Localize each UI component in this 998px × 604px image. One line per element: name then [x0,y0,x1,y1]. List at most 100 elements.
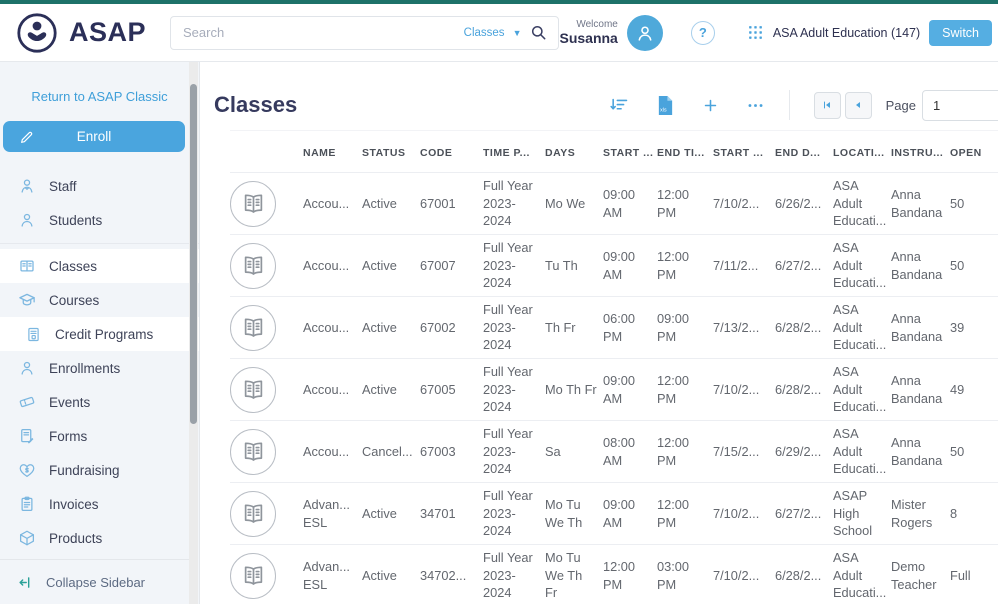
table-row[interactable]: Advan... ESL Active 34701 Full Year 2023- 2… [230,482,998,544]
open-book-icon [230,304,303,351]
cell-end_date: 6/28/2... [775,319,822,335]
sidebar-item-events[interactable]: Events [0,385,199,419]
cell-time_period: Full Year 2023- 2024 [483,549,533,601]
more-icon[interactable] [746,96,765,115]
collapse-sidebar-button[interactable]: Collapse Sidebar [0,559,189,604]
open-book-icon [230,180,303,227]
sidebar-item-staff[interactable]: Staff [0,169,199,203]
table-row[interactable]: Accou... Active 67002 Full Year 2023- 2024 T… [230,296,998,358]
cell-open: 50 [950,195,965,211]
open-book-icon [230,366,303,413]
sidebar-item-enrollments[interactable]: Enrollments [0,351,199,385]
events-icon [19,396,35,408]
sidebar-item-classes[interactable]: Classes [0,249,199,283]
switch-org-button[interactable]: Switch [929,19,992,46]
column-header-start_date[interactable]: START ... [713,147,764,159]
sidebar-item-label: Staff [49,178,77,194]
table-header-row: NAME STATUS CODE TIME P... DAYS START ... END … [230,131,998,172]
prev-page-button[interactable] [844,91,872,119]
filter-icon[interactable] [609,95,629,115]
cell-open: 39 [950,319,965,335]
help-icon[interactable]: ? [690,20,715,45]
sidebar-item-fundraising[interactable]: Fundraising [0,453,199,487]
cell-location: ASA Adult Educati... [833,549,887,601]
sidebar-item-products[interactable]: Products [0,521,199,555]
cell-start_date: 7/15/2... [713,443,760,459]
cell-instructor: Demo Teacher [891,558,937,592]
sidebar-item-label: Products [49,530,103,546]
classes-table: NAME STATUS CODE TIME P... DAYS START ... END … [230,130,998,604]
cell-start_time: 12:00 PM [603,558,636,592]
column-header-open[interactable]: OPEN [950,147,982,159]
pagination: Page [813,89,998,121]
cell-location: ASAP High School [833,487,873,539]
first-page-button[interactable] [813,91,841,119]
cell-instructor: Anna Bandana [891,186,943,220]
cell-open: 8 [950,505,958,521]
search-icon[interactable] [529,23,548,42]
cell-code: 34701 [420,505,456,521]
export-xlsx-icon[interactable]: xls [656,95,675,116]
global-search[interactable]: Classes ▼ [170,15,560,50]
sidebar-item-courses[interactable]: Courses [0,283,199,317]
sidebar-scrollbar-thumb[interactable] [190,84,197,424]
page-number-input[interactable] [922,89,998,121]
chevron-down-icon[interactable]: ▼ [512,27,522,38]
column-header-instructor[interactable]: INSTRU... [891,147,944,159]
cell-code: 67005 [420,381,456,397]
avatar[interactable] [626,14,663,51]
sidebar-item-label: Students [49,212,103,228]
column-header-name[interactable]: NAME [303,147,336,159]
cell-time_period: Full Year 2023- 2024 [483,487,533,539]
cell-time_period: Full Year 2023- 2024 [483,301,533,353]
column-header-end_date[interactable]: END D... [775,147,821,159]
cell-end_time: 12:00 PM [657,186,690,220]
logo-text: ASAP [69,17,147,47]
open-book-icon [230,428,303,475]
welcome-label: Welcome [576,18,618,30]
sidebar-item-students[interactable]: Students [0,203,199,237]
asap-logo[interactable]: ASAP [16,12,146,54]
cell-location: ASA Adult Educati... [833,239,887,291]
column-header-end_time[interactable]: END TI... [657,147,705,159]
cell-name: Accou... [303,381,350,397]
cell-days: Mo Tu We Th Fr [545,549,583,601]
cell-instructor: Anna Bandana [891,248,943,282]
user-menu[interactable]: Welcome Susanna [559,14,663,51]
column-header-location[interactable]: LOCATI... [833,147,885,159]
column-header-start_time[interactable]: START ... [603,147,654,159]
column-header-time_period[interactable]: TIME P... [483,147,530,159]
cell-status: Active [362,257,397,273]
org-grid-icon[interactable] [747,24,764,41]
cell-start_date: 7/13/2... [713,319,760,335]
user-name: Susanna [559,30,618,47]
sidebar-item-invoices[interactable]: Invoices [0,487,199,521]
table-row[interactable]: Accou... Active 67005 Full Year 2023- 2024 M… [230,358,998,420]
cell-open: 49 [950,381,965,397]
column-header-status[interactable]: STATUS [362,147,406,159]
table-row[interactable]: Accou... Active 67007 Full Year 2023- 2024 T… [230,234,998,296]
fundraising-icon [19,464,35,478]
cell-days: Mo We [545,195,586,211]
cell-end_date: 6/29/2... [775,443,822,459]
search-input[interactable] [181,24,456,41]
table-row[interactable]: Advan... ESL Active 34702... Full Year 2023… [230,544,998,604]
cell-instructor: Anna Bandana [891,310,943,344]
return-to-classic-link[interactable]: Return to ASAP Classic [31,89,168,104]
sidebar-item-credit-programs[interactable]: Credit Programs [0,317,199,351]
svg-text:xls: xls [660,107,667,113]
add-icon[interactable] [702,97,719,114]
sidebar-item-label: Fundraising [49,462,120,478]
cell-instructor: Mister Rogers [891,496,933,530]
search-scope-select[interactable]: Classes [463,26,505,39]
table-row[interactable]: Accou... Cancel... 67003 Full Year 2023- 20… [230,420,998,482]
enroll-button[interactable]: Enroll [3,121,185,152]
cell-location: ASA Adult Educati... [833,177,887,229]
cell-status: Active [362,505,397,521]
column-header-code[interactable]: CODE [420,147,453,159]
column-header-days[interactable]: DAYS [545,147,576,159]
sidebar-item-label: Forms [49,428,88,444]
table-row[interactable]: Accou... Active 67001 Full Year 2023- 2024 M… [230,172,998,234]
cell-location: ASA Adult Educati... [833,363,887,415]
sidebar-item-forms[interactable]: Forms [0,419,199,453]
